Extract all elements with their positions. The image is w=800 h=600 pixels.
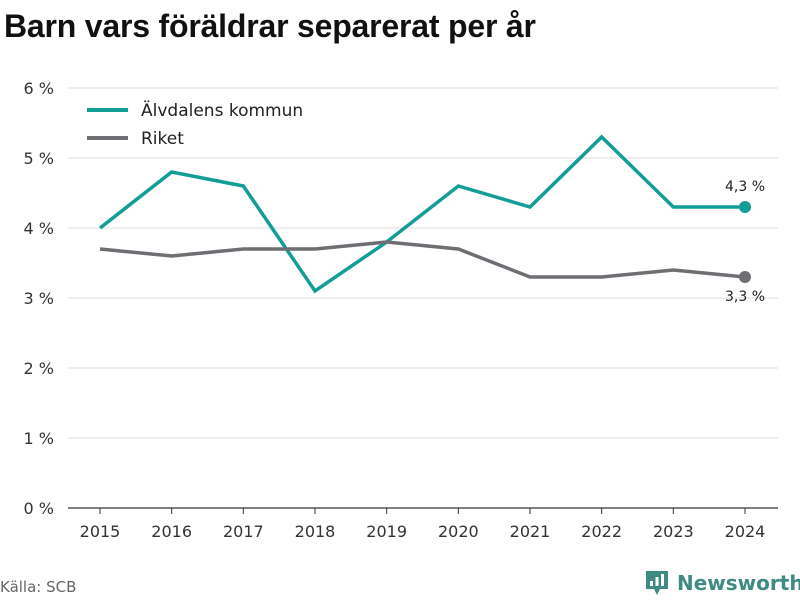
- series-lines: [98, 134, 751, 294]
- grid-lines: [68, 87, 778, 439]
- x-axis: 2015 2016 2017 2018 2019 2020 2021 2022 2023 2024: [68, 507, 778, 541]
- x-tick-label: 2019: [366, 522, 407, 541]
- x-tick-label: 2020: [438, 522, 479, 541]
- series-line-1: [99, 240, 746, 279]
- series-end-point-1: [739, 271, 751, 283]
- chart-title: Barn vars föräldrar separerat per år: [4, 8, 536, 44]
- x-tick-label: 2023: [653, 522, 694, 541]
- end-value-label: 4,3 %: [725, 179, 765, 195]
- x-tick-label: 2021: [510, 522, 551, 541]
- y-tick-label: 0 %: [24, 499, 54, 518]
- brand-name: Newsworthy: [677, 571, 800, 595]
- y-tick-label: 2 %: [24, 359, 54, 378]
- brand-logo: Newsworthy: [645, 570, 800, 596]
- y-tick-label: 3 %: [24, 289, 54, 308]
- x-tick-label: 2024: [725, 522, 766, 541]
- series-end-point-0: [739, 201, 751, 213]
- x-tick-label: 2015: [80, 522, 121, 541]
- newsworthy-logo-icon: [646, 571, 668, 595]
- x-tick-label: 2018: [295, 522, 336, 541]
- legend-label: Riket: [141, 129, 184, 149]
- end-value-label: 3,3 %: [725, 289, 765, 305]
- end-labels: 4,3 % 3,3 %: [725, 179, 765, 305]
- y-axis-ticks: 0 % 1 % 2 % 3 % 4 % 5 % 6 %: [24, 79, 54, 518]
- source-note: Källa: SCB: [0, 578, 77, 596]
- series-line-0: [98, 134, 745, 294]
- x-tick-label: 2016: [151, 522, 192, 541]
- y-tick-label: 5 %: [24, 149, 54, 168]
- y-tick-label: 4 %: [24, 219, 54, 238]
- legend-label: Älvdalens kommun: [141, 100, 303, 121]
- y-tick-label: 6 %: [24, 79, 54, 98]
- x-tick-label: 2022: [581, 522, 622, 541]
- x-tick-label: 2017: [223, 522, 264, 541]
- legend: Älvdalens kommun Riket: [87, 100, 303, 149]
- y-tick-label: 1 %: [24, 429, 54, 448]
